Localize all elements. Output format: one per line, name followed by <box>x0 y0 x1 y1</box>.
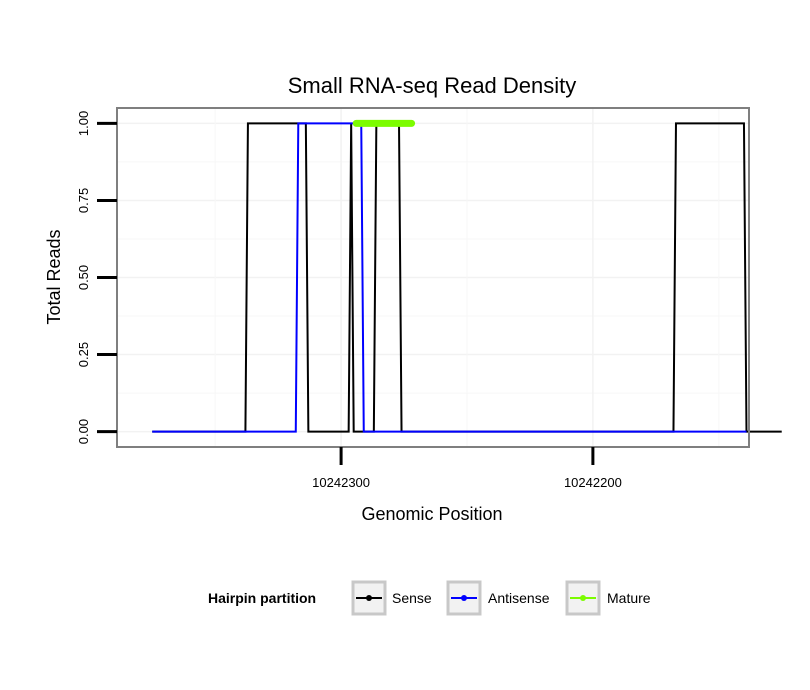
x-axis: 10242300 10242200 <box>312 447 622 490</box>
legend-label-mature: Mature <box>607 590 651 606</box>
y-tick-label: 0.00 <box>76 419 91 444</box>
y-tick-label: 1.00 <box>76 111 91 136</box>
legend-label-antisense: Antisense <box>488 590 550 606</box>
legend-key-sense-dot <box>366 595 372 601</box>
legend-title: Hairpin partition <box>208 590 316 606</box>
legend-item-sense: Sense <box>351 580 432 616</box>
legend: Hairpin partition Sense Antisense Mature <box>208 580 651 616</box>
x-tick-label: 10242300 <box>312 475 370 490</box>
legend-key-mature-dot <box>580 595 586 601</box>
legend-item-antisense: Antisense <box>446 580 550 616</box>
legend-label-sense: Sense <box>392 590 432 606</box>
x-tick-label: 10242200 <box>564 475 622 490</box>
y-axis: 0.00 0.25 0.50 0.75 1.00 <box>76 111 117 444</box>
grid <box>117 108 749 447</box>
series-line-antisense <box>152 122 747 433</box>
series-group <box>152 119 782 433</box>
y-tick-label: 0.50 <box>76 265 91 290</box>
x-axis-title: Genomic Position <box>361 504 502 524</box>
chart-title: Small RNA-seq Read Density <box>288 73 577 98</box>
legend-item-mature: Mature <box>565 580 651 616</box>
legend-key-antisense-dot <box>461 595 467 601</box>
y-tick-label: 0.75 <box>76 188 91 213</box>
y-tick-label: 0.25 <box>76 342 91 367</box>
y-axis-title: Total Reads <box>44 229 64 324</box>
